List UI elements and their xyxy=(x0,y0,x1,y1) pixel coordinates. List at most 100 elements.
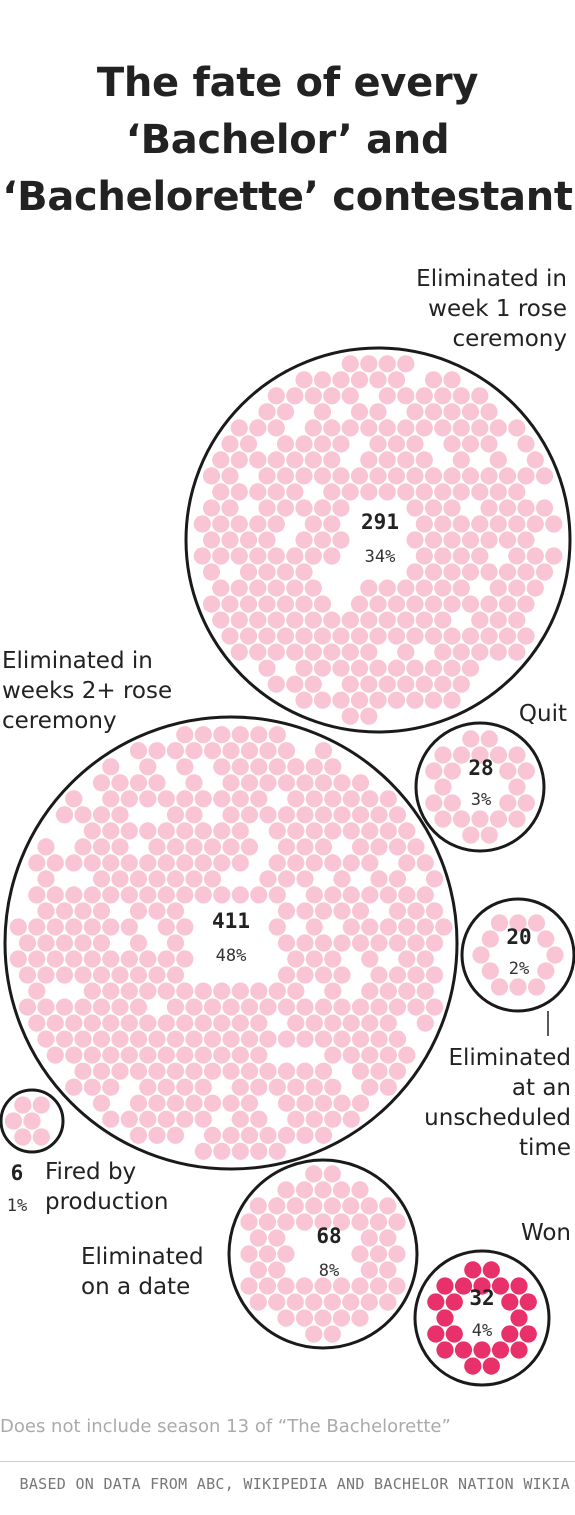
contestant-dot xyxy=(480,595,498,613)
contestant-dot xyxy=(443,467,461,485)
contestant-dot xyxy=(37,870,55,888)
contestant-dot xyxy=(480,563,498,581)
contestant-dot xyxy=(129,934,148,952)
contestant-dot xyxy=(445,1293,463,1311)
contestant-dot xyxy=(231,1014,249,1032)
contestant-dot xyxy=(314,966,333,984)
contestant-dot xyxy=(443,595,461,613)
contestant-dot xyxy=(193,547,211,565)
percent-fired: 1% xyxy=(7,1196,27,1216)
contestant-dot xyxy=(397,451,415,469)
contestant-dot xyxy=(268,1078,286,1096)
contestant-dot xyxy=(424,595,443,613)
contestant-dot xyxy=(323,419,341,437)
contestant-dot xyxy=(296,934,314,952)
contestant-dot xyxy=(14,1096,32,1114)
contestant-dot xyxy=(508,643,526,661)
contestant-dot xyxy=(305,854,323,872)
contestant-dot xyxy=(267,643,285,661)
contestant-dot xyxy=(222,998,240,1016)
contestant-dot xyxy=(341,387,359,405)
contestant-dot xyxy=(424,403,443,421)
contestant-dot xyxy=(489,451,507,469)
contestant-dot xyxy=(148,774,166,792)
contestant-dot xyxy=(546,946,564,964)
contestant-dot xyxy=(55,902,74,920)
contestant-dot xyxy=(250,1110,268,1128)
contestant-dot xyxy=(517,595,535,613)
contestant-dot xyxy=(388,998,407,1016)
contestant-dot xyxy=(166,1126,185,1144)
contestant-dot xyxy=(276,499,295,517)
contestant-dot xyxy=(111,966,129,984)
contestant-dot xyxy=(314,742,333,760)
contestant-dot xyxy=(387,371,406,389)
contestant-dot xyxy=(443,691,461,709)
contestant-dot xyxy=(481,962,499,980)
contestant-dot xyxy=(295,1309,314,1327)
contestant-dot xyxy=(139,1046,157,1064)
contestant-dot xyxy=(305,886,323,904)
contestant-dot xyxy=(305,1293,323,1311)
contestant-dot xyxy=(120,982,138,1000)
contestant-dot xyxy=(406,691,424,709)
contestant-dot xyxy=(397,387,415,405)
contestant-dot xyxy=(304,515,322,533)
contestant-dot xyxy=(388,1277,406,1295)
contestant-dot xyxy=(378,355,396,373)
contestant-dot xyxy=(416,950,434,968)
contestant-dot xyxy=(267,483,285,501)
contestant-dot xyxy=(443,659,461,677)
contestant-dot xyxy=(249,451,267,469)
count-unscheduled: 20 xyxy=(506,925,531,949)
contestant-dot xyxy=(222,1094,240,1112)
contestant-dot xyxy=(268,1293,286,1311)
contestant-dot xyxy=(481,930,499,948)
contestant-dot xyxy=(268,1261,286,1279)
contestant-dot xyxy=(212,611,230,629)
contestant-dot xyxy=(387,467,406,485)
contestant-dot xyxy=(324,790,342,808)
contestant-dot xyxy=(166,742,185,760)
contestant-dot xyxy=(259,1126,277,1144)
contestant-dot xyxy=(18,998,37,1016)
contestant-dot xyxy=(416,854,434,872)
contestant-dot xyxy=(139,982,157,1000)
contestant-dot xyxy=(379,790,397,808)
contestant-dot xyxy=(350,371,369,389)
contestant-dot xyxy=(498,627,517,645)
contestant-dot xyxy=(83,854,101,872)
contestant-dot xyxy=(185,998,203,1016)
contestant-dot xyxy=(102,790,120,808)
contestant-dot xyxy=(185,774,203,792)
contestant-dot xyxy=(194,854,212,872)
contestant-dot xyxy=(148,1062,166,1080)
contestant-dot xyxy=(102,918,120,936)
contestant-dot xyxy=(379,886,397,904)
contestant-dot xyxy=(148,870,166,888)
contestant-dot xyxy=(526,451,544,469)
contestant-dot xyxy=(489,483,507,501)
contestant-dot xyxy=(313,659,332,677)
contestant-dot xyxy=(443,627,461,645)
contestant-dot xyxy=(436,1341,454,1359)
contestant-dot xyxy=(461,659,480,677)
contestant-dot xyxy=(102,886,120,904)
contestant-dot xyxy=(341,675,359,693)
contestant-dot xyxy=(239,435,258,453)
contestant-dot xyxy=(332,467,350,485)
contestant-dot xyxy=(350,467,369,485)
contestant-dot xyxy=(361,790,379,808)
contestant-dot xyxy=(537,962,555,980)
contestant-dot xyxy=(28,950,46,968)
bubble-outline xyxy=(3,715,459,1171)
contestant-dot xyxy=(305,1078,323,1096)
contestant-dot xyxy=(267,515,285,533)
contestant-dot xyxy=(406,595,424,613)
contestant-dot xyxy=(462,826,480,844)
contestant-dot xyxy=(388,1245,406,1263)
contestant-dot xyxy=(37,902,55,920)
contestant-dot xyxy=(360,611,378,629)
contestant-dot xyxy=(111,838,129,856)
contestant-dot xyxy=(378,611,396,629)
